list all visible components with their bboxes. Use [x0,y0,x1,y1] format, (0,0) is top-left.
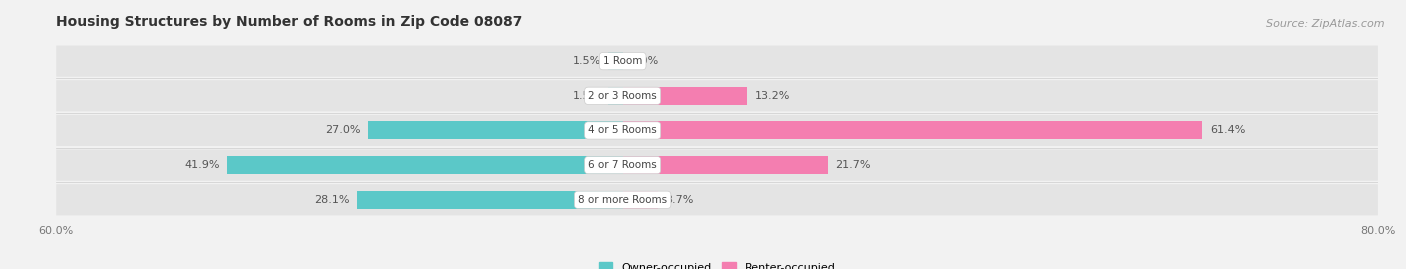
Bar [609,52,623,70]
Legend: Owner-occupied, Renter-occupied: Owner-occupied, Renter-occupied [599,262,835,269]
Text: 13.2%: 13.2% [755,91,790,101]
Text: Source: ZipAtlas.com: Source: ZipAtlas.com [1267,19,1385,29]
Text: 27.0%: 27.0% [325,125,360,136]
FancyBboxPatch shape [56,115,1378,146]
Bar [357,191,623,209]
FancyBboxPatch shape [56,184,1378,215]
Bar [623,121,1202,139]
FancyBboxPatch shape [56,150,1378,181]
Text: 21.7%: 21.7% [835,160,870,170]
Text: 61.4%: 61.4% [1209,125,1246,136]
Text: 1 Room: 1 Room [603,56,643,66]
Bar [368,121,623,139]
Bar [623,191,658,209]
Bar [609,87,623,105]
Text: 3.7%: 3.7% [665,195,693,205]
Text: Housing Structures by Number of Rooms in Zip Code 08087: Housing Structures by Number of Rooms in… [56,15,523,30]
Text: 1.5%: 1.5% [572,56,600,66]
Text: 1.5%: 1.5% [572,91,600,101]
Text: 6 or 7 Rooms: 6 or 7 Rooms [588,160,657,170]
Bar [623,87,747,105]
Bar [623,156,828,174]
Text: 41.9%: 41.9% [184,160,219,170]
Text: 4 or 5 Rooms: 4 or 5 Rooms [588,125,657,136]
Text: 28.1%: 28.1% [315,195,350,205]
FancyBboxPatch shape [56,45,1378,77]
Bar [228,156,623,174]
Text: 8 or more Rooms: 8 or more Rooms [578,195,668,205]
FancyBboxPatch shape [56,80,1378,111]
Text: 2 or 3 Rooms: 2 or 3 Rooms [588,91,657,101]
Text: 0.0%: 0.0% [630,56,658,66]
